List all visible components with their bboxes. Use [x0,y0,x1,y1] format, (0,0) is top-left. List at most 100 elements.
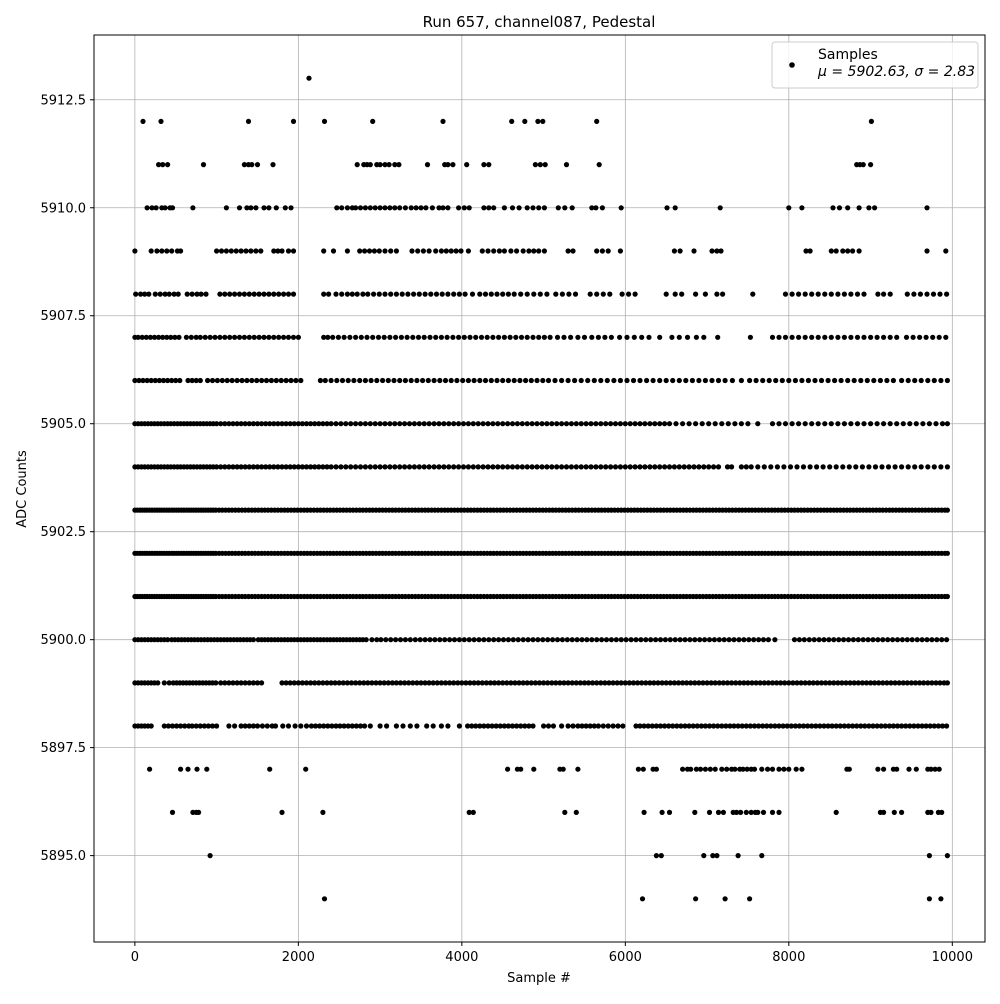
data-point [711,723,717,729]
data-point [802,334,808,340]
data-point [677,637,683,643]
data-point [254,377,260,384]
data-point [295,464,301,470]
data-point [367,421,373,427]
data-point [362,248,368,254]
data-point [577,680,584,686]
data-point [536,248,542,254]
data-point [466,637,472,643]
data-point [509,421,516,427]
data-point [348,421,354,427]
data-point [693,291,699,297]
data-point [692,637,698,643]
data-point [759,853,765,859]
data-point [617,421,624,427]
data-point [391,377,397,384]
data-point [392,205,398,211]
data-point [526,723,532,729]
data-point [242,421,248,427]
data-point [421,421,427,427]
data-point [509,464,516,470]
data-point [465,377,471,384]
data-point [706,723,713,729]
data-point [747,723,754,729]
data-point [816,637,822,643]
data-point [232,291,238,297]
data-point [559,723,565,729]
data-point [246,421,252,427]
data-point [591,377,597,384]
data-point [434,680,440,686]
data-point [702,723,709,729]
data-point [809,421,815,427]
data-point [518,334,525,340]
data-point [841,637,847,643]
data-point [564,637,570,643]
data-point [719,723,725,729]
data-point [627,464,633,470]
data-point [406,680,412,686]
data-point [224,377,230,384]
data-point [662,637,669,643]
data-point [182,723,188,729]
data-point [657,334,663,340]
data-point [465,248,471,254]
data-point [633,637,639,643]
data-point [796,421,802,427]
data-point [782,421,789,427]
data-point [619,291,625,297]
data-point [418,680,424,686]
data-point [676,464,682,470]
data-point [542,162,548,168]
data-point [189,723,195,729]
data-point [466,809,472,816]
data-point [156,334,162,340]
data-point [541,680,547,686]
data-point [781,766,787,772]
data-point [402,205,408,211]
data-point [236,291,243,297]
data-point [917,334,923,340]
data-points [132,75,951,902]
data-point [872,680,878,686]
data-point [910,334,916,340]
data-point [322,377,328,384]
data-point [817,723,823,729]
data-point [904,291,910,297]
data-point [796,637,803,643]
data-point [837,723,843,729]
data-point [437,637,443,643]
data-point [711,637,718,643]
data-point [776,809,782,816]
data-point [906,766,912,772]
data-point [651,680,657,686]
data-point [706,809,713,816]
data-point [608,637,615,643]
data-point [913,766,919,772]
data-point [935,723,942,729]
data-point [500,637,507,643]
data-point [454,377,460,384]
data-point [649,723,655,729]
data-point [519,464,525,470]
data-point [692,809,698,816]
data-point [707,766,713,772]
data-point [376,248,382,254]
data-point [662,464,668,470]
data-point [836,637,842,643]
data-point [273,205,279,211]
y-tick-label: 5910.0 [41,201,87,216]
data-point [789,291,795,297]
data-point [794,464,800,470]
data-point [719,421,725,427]
data-point [271,421,277,427]
data-point [822,291,828,297]
data-point [776,766,782,772]
data-point [560,766,566,772]
data-point [750,291,756,297]
data-point [884,377,890,384]
data-point [242,680,248,686]
data-point [862,723,868,729]
data-point [696,464,702,470]
data-point [259,680,265,686]
